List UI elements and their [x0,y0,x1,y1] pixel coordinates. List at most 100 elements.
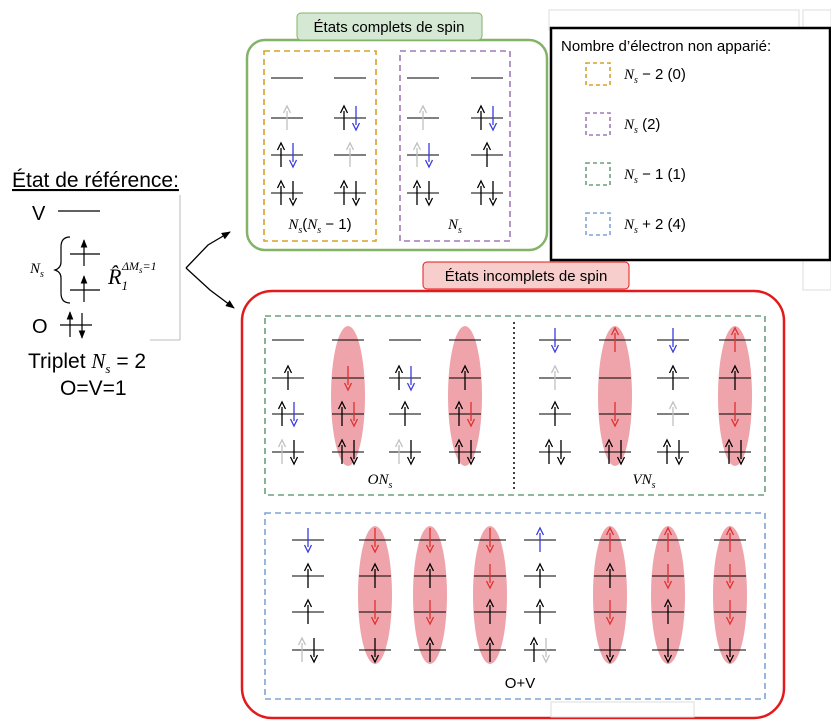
arrowhead [351,197,361,207]
arrowhead [424,197,434,207]
arrowhead [730,326,740,336]
arrowhead [605,526,615,536]
highlight-ellipse [448,326,482,466]
arrowhead [412,179,422,189]
arrowhead [418,104,428,114]
arrowhead [485,636,495,646]
arrowhead [425,562,435,572]
arrowhead [370,544,380,554]
incomplete-states-diagrams [272,326,752,664]
arrowhead [297,636,307,646]
arrowhead [529,636,539,646]
arrowhead [535,598,545,608]
incomplete-states-box [240,289,786,720]
excitation-operator: R̂1ΔMs=1 [107,259,157,293]
highlight-ellipse [473,526,507,664]
arrowhead [476,104,486,114]
arrowhead [485,544,495,554]
arrowhead [345,141,355,151]
arrowhead [309,654,319,664]
highlight-ellipse [593,526,627,664]
arrowhead [476,179,486,189]
arrowhead [466,418,476,428]
arrowhead [370,654,380,664]
arrowhead [535,562,545,572]
arrowhead [424,159,434,169]
incomplete-states-title: États incomplets de spin [445,268,608,285]
arrowhead [288,159,298,169]
arrowhead [276,179,286,189]
arrowhead [454,438,464,448]
occupied-orbital-label: O [32,316,48,338]
arrowhead [400,400,410,410]
group-ns-minus-1-box [264,315,766,496]
virtual-orbital-label: V [32,203,46,225]
arrowhead [288,197,298,207]
arrowhead [662,438,672,448]
group2-label: Ns [447,217,462,236]
legend: Nombre d’électron non apparié: Ns − 2 (0… [548,9,831,291]
arrowhead [550,364,560,374]
legend-item-label: Ns (2) [623,116,660,136]
legend-swatch [585,112,611,136]
complete-states-title-badge [296,12,483,41]
arrowhead [668,364,678,374]
arrowhead [370,562,380,572]
legend-item-label: Ns + 2 (4) [623,216,686,236]
group-ns-plus-2-box [264,512,766,700]
arrowhead [605,562,615,572]
incomplete-states-title-badge [422,261,630,290]
group-ns-box [399,50,511,242]
arrowhead [610,326,620,336]
arrowhead [425,636,435,646]
arrowhead [605,654,615,664]
arrowhead [276,141,286,151]
arrowhead [482,141,492,151]
legend-swatch [585,62,611,86]
arrowhead [663,654,673,664]
complete-states-title: États complets de spin [314,19,465,36]
arrowhead [303,598,313,608]
arrowhead [485,598,495,608]
arrowhead [668,344,678,354]
arrowhead [406,456,416,466]
arrowhead [282,104,292,114]
legend-item-label: Ns − 2 (0) [623,66,686,86]
highlight-ellipse [651,526,685,664]
triplet-line: Triplet Ns = 2 [28,349,146,376]
arrowhead [425,544,435,554]
highlight-ellipse [713,526,747,664]
arrowhead [724,438,734,448]
incomplete-states-panel: États incomplets de spin ONs VNs O+V [240,261,786,720]
arrowhead [339,179,349,189]
complete-states-diagrams [271,77,503,207]
group1-label: Ns(Ns − 1) [287,216,351,236]
legend-box [549,26,831,262]
arrowhead [277,400,287,410]
arrowhead [337,438,347,448]
arrowhead [303,544,313,554]
highlight-ellipse [598,326,632,466]
arrowhead [488,197,498,207]
arrowhead [541,654,551,664]
vn-label: VNs [632,472,655,491]
arrowhead [283,364,293,374]
legend-swatch [585,212,611,236]
arrowhead [736,456,746,466]
highlight-ellipse [331,326,365,466]
arrow-to-complete [185,231,231,269]
arrowhead [394,364,404,374]
arrowhead [663,580,673,590]
legend-item-label: Ns − 1 (1) [623,166,686,186]
arrowhead [544,438,554,448]
highlight-ellipse [413,526,447,664]
ov-line: O=V=1 [60,377,127,400]
arrowhead [412,141,422,151]
legend-title: Nombre d’électron non apparié: [561,38,771,55]
arrowhead [730,418,740,428]
on-label: ONs [368,472,393,491]
arrowhead [351,122,361,132]
arrowhead [725,580,735,590]
highlight-ellipse [718,326,752,466]
arrowhead [605,616,615,626]
